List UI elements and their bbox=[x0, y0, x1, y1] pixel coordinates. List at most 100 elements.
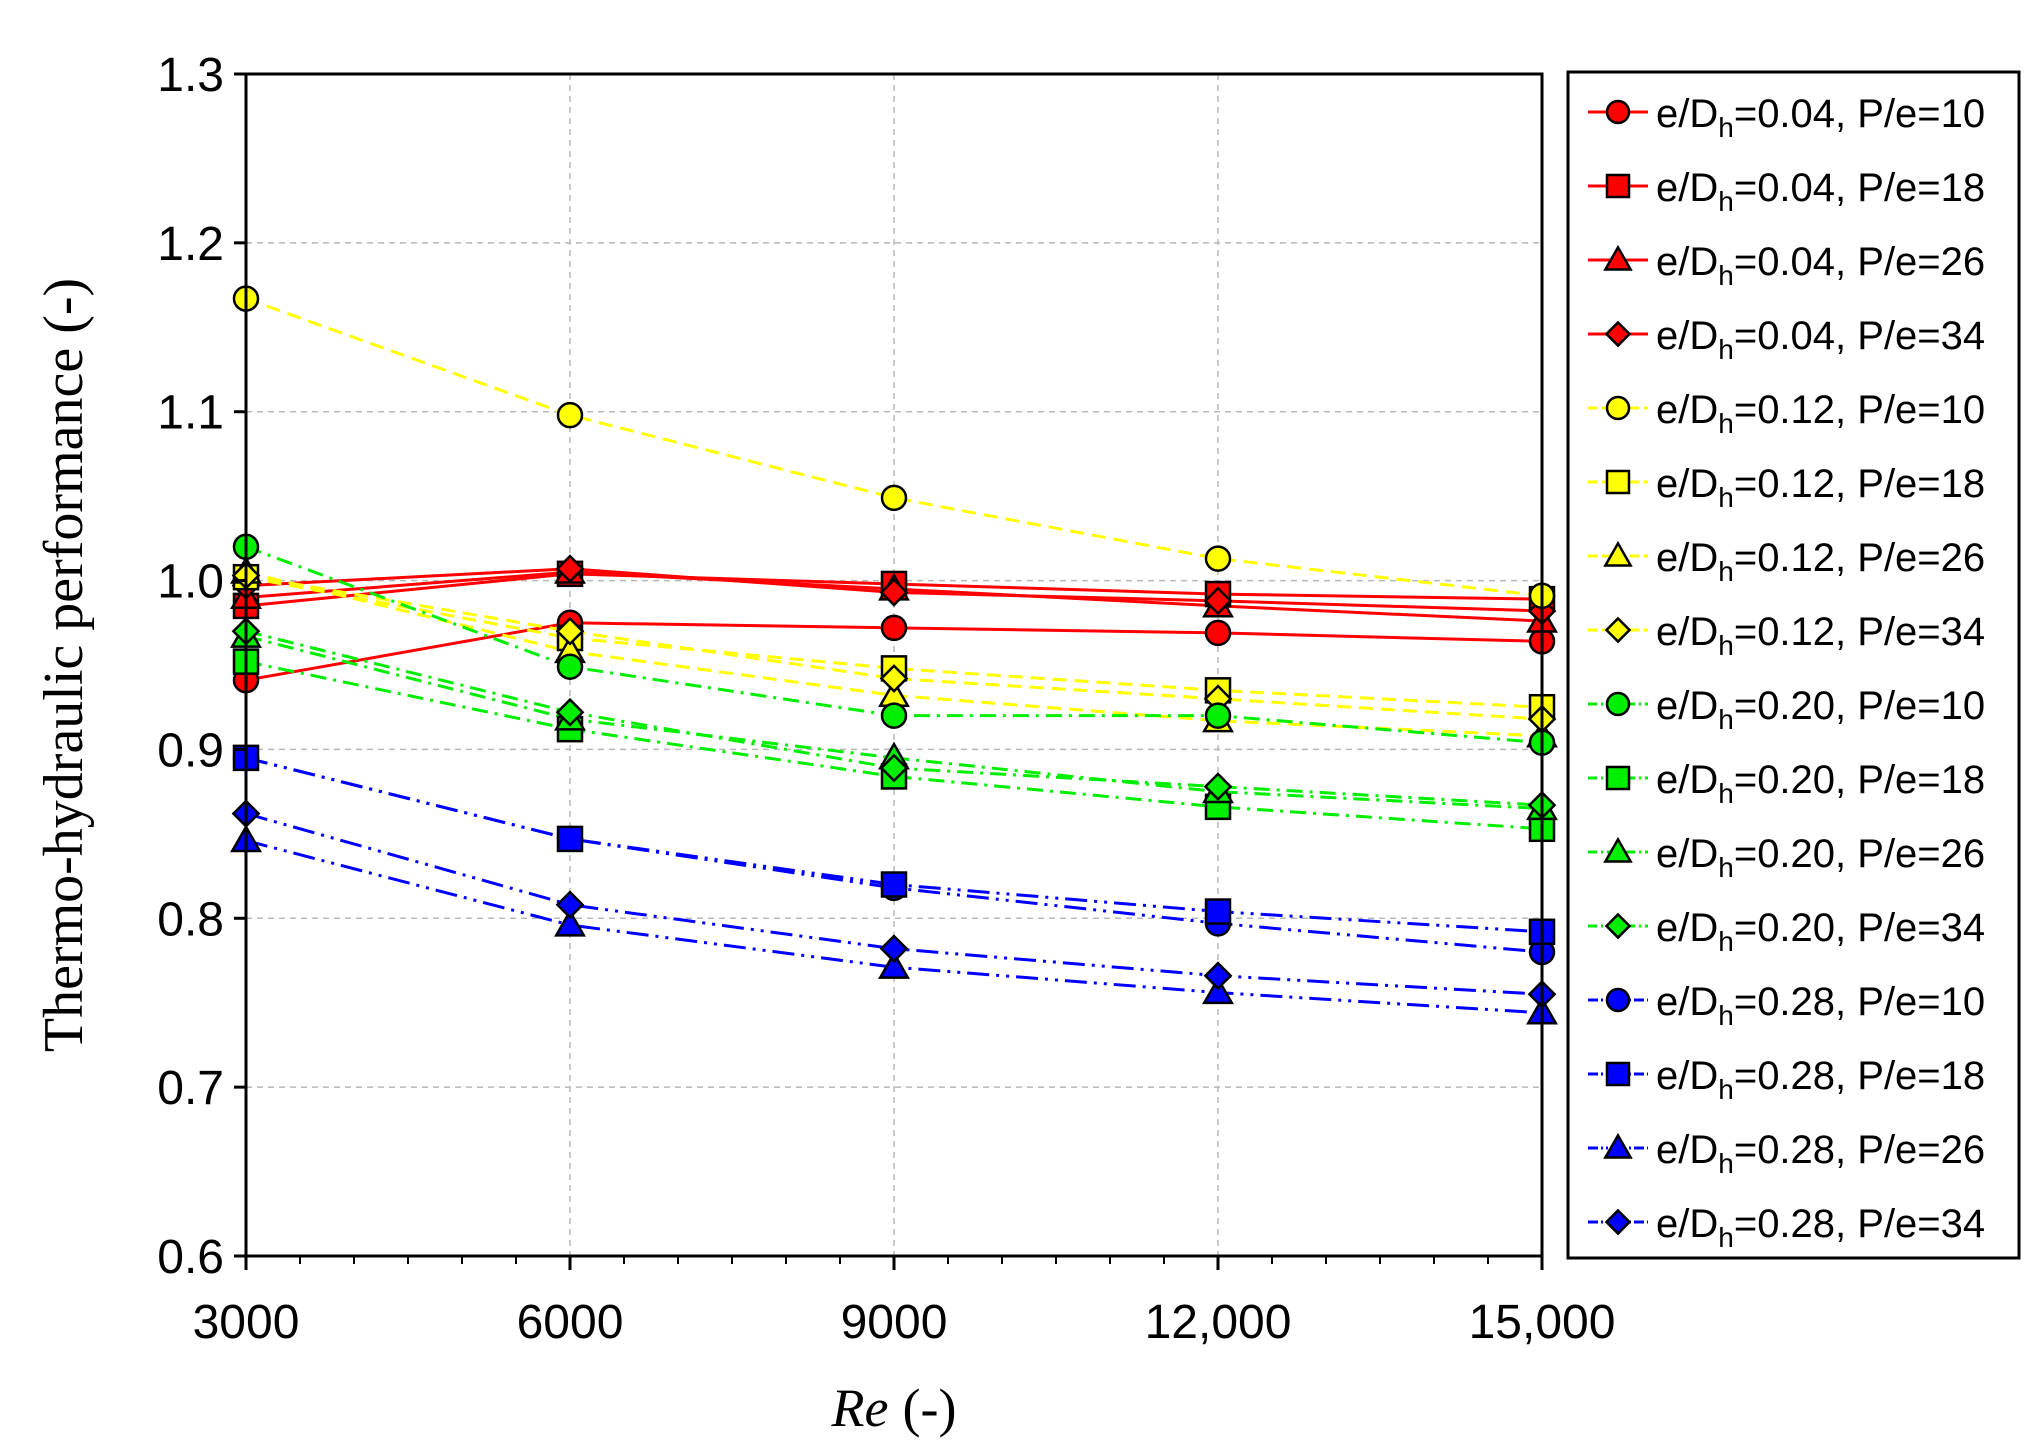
data-point-e0.04-pe34 bbox=[1203, 586, 1233, 616]
legend-marker bbox=[1604, 320, 1632, 348]
legend-marker bbox=[1605, 691, 1631, 717]
legend-label: e/Dh=0.12, P/e=34 bbox=[1656, 610, 1985, 661]
series-line-e0.12-pe34 bbox=[245, 574, 1543, 721]
legend-marker bbox=[1605, 1061, 1631, 1087]
y-axis-label: Thermo-hydraulic performance (-) bbox=[33, 278, 95, 1052]
data-point-e0.20-pe34 bbox=[879, 753, 909, 783]
legend-marker bbox=[1604, 912, 1632, 940]
x-axis-label-variable: Re bbox=[831, 1378, 889, 1438]
y-tick-label: 0.7 bbox=[157, 1062, 224, 1115]
series-line-e0.28-pe10 bbox=[245, 756, 1543, 954]
series-line-e0.28-pe26 bbox=[245, 839, 1543, 1015]
series-line-e0.12-pe10 bbox=[245, 297, 1543, 598]
axis-ticks: 0.6 0.7 0.8 0.9 1.0 1.1 1.2 1.3 3000 6000 9000 12,0… bbox=[157, 49, 1615, 1349]
legend-label: e/Dh=0.12, P/e=26 bbox=[1656, 536, 1985, 587]
data-point-e0.12-pe34 bbox=[879, 664, 909, 693]
y-tick-label: 0.8 bbox=[157, 893, 224, 946]
legend-marker bbox=[1603, 1132, 1633, 1159]
legend-marker bbox=[1605, 987, 1631, 1013]
legend-item-e0.20-pe26: e/Dh=0.20, P/e=26 bbox=[1588, 832, 1985, 883]
series-line-e0.28-pe34 bbox=[245, 812, 1543, 996]
data-point-e0.28-pe26 bbox=[554, 908, 586, 937]
legend-label: e/Dh=0.20, P/e=10 bbox=[1656, 684, 1985, 735]
legend-marker bbox=[1605, 395, 1631, 421]
data-point-e0.20-pe34 bbox=[1203, 772, 1233, 801]
legend-marker bbox=[1605, 765, 1631, 791]
data-point-e0.28-pe18 bbox=[556, 825, 584, 853]
legend-label: e/Dh=0.28, P/e=26 bbox=[1656, 1128, 1985, 1179]
legend-label: e/Dh=0.12, P/e=18 bbox=[1656, 462, 1985, 513]
legend-item-e0.04-pe34: e/Dh=0.04, P/e=34 bbox=[1588, 314, 1985, 365]
legend-label: e/Dh=0.28, P/e=10 bbox=[1656, 980, 1985, 1031]
y-tick-label: 0.9 bbox=[157, 724, 224, 777]
legend-item-e0.12-pe34: e/Dh=0.12, P/e=34 bbox=[1588, 610, 1985, 661]
legend-marker bbox=[1604, 616, 1632, 644]
x-axis-label-unit: (-) bbox=[903, 1378, 957, 1438]
legend-marker bbox=[1603, 540, 1633, 567]
legend-label: e/Dh=0.28, P/e=34 bbox=[1656, 1202, 1985, 1253]
legend-frame bbox=[1566, 70, 2021, 1260]
data-point-e0.04-pe10 bbox=[1204, 619, 1232, 647]
data-point-e0.20-pe10 bbox=[880, 702, 908, 729]
data-point-e0.12-pe10 bbox=[1204, 545, 1232, 572]
legend-item-e0.20-pe10: e/Dh=0.20, P/e=10 bbox=[1588, 684, 1985, 735]
data-point-e0.12-pe10 bbox=[880, 484, 908, 512]
legend: e/Dh=0.04, P/e=10 e/Dh=0.04, P/e=18 e/Dh=0… bbox=[1566, 70, 2021, 1260]
y-tick-label: 1.2 bbox=[157, 218, 224, 271]
data-point-e0.20-pe34 bbox=[555, 697, 585, 727]
x-tick-label: 6000 bbox=[517, 1296, 624, 1349]
legend-item-e0.20-pe34: e/Dh=0.20, P/e=34 bbox=[1588, 906, 1985, 957]
legend-label: e/Dh=0.04, P/e=26 bbox=[1656, 240, 1985, 291]
legend-item-e0.04-pe10: e/Dh=0.04, P/e=10 bbox=[1588, 92, 1985, 143]
series-line-e0.28-pe18 bbox=[245, 756, 1543, 934]
data-point-e0.28-pe34 bbox=[555, 890, 585, 920]
data-point-e0.04-pe10 bbox=[880, 614, 908, 642]
data-point-e0.28-pe18 bbox=[880, 871, 908, 898]
legend-item-e0.04-pe26: e/Dh=0.04, P/e=26 bbox=[1588, 240, 1985, 291]
x-tick-label: 15,000 bbox=[1469, 1296, 1616, 1349]
legend-label: e/Dh=0.04, P/e=18 bbox=[1656, 166, 1985, 217]
y-tick-label: 0.6 bbox=[157, 1231, 224, 1284]
y-tick-label: 1.3 bbox=[157, 49, 224, 102]
data-point-e0.12-pe10 bbox=[556, 401, 584, 429]
series-line-e0.12-pe18 bbox=[245, 575, 1543, 709]
data-point-e0.28-pe34 bbox=[879, 934, 909, 964]
data-point-e0.28-pe34 bbox=[1203, 961, 1233, 991]
legend-label: e/Dh=0.20, P/e=18 bbox=[1656, 758, 1985, 809]
legend-item-e0.28-pe34: e/Dh=0.28, P/e=34 bbox=[1588, 1202, 1985, 1253]
legend-label: e/Dh=0.20, P/e=26 bbox=[1656, 832, 1985, 883]
data-point-e0.28-pe26 bbox=[1202, 976, 1234, 1005]
x-tick-label: 12,000 bbox=[1145, 1296, 1292, 1349]
x-tick-label: 3000 bbox=[193, 1296, 300, 1349]
legend-marker bbox=[1603, 244, 1633, 271]
legend-label: e/Dh=0.20, P/e=34 bbox=[1656, 906, 1985, 957]
legend-item-e0.28-pe18: e/Dh=0.28, P/e=18 bbox=[1588, 1054, 1985, 1105]
legend-item-e0.20-pe18: e/Dh=0.20, P/e=18 bbox=[1588, 758, 1985, 809]
legend-marker bbox=[1605, 99, 1631, 125]
legend-marker bbox=[1605, 173, 1631, 199]
legend-item-e0.12-pe18: e/Dh=0.12, P/e=18 bbox=[1588, 462, 1985, 513]
data-point-e0.20-pe10 bbox=[1204, 702, 1232, 729]
series-line-e0.20-pe18 bbox=[245, 660, 1543, 831]
legend-item-e0.28-pe10: e/Dh=0.28, P/e=10 bbox=[1588, 980, 1985, 1031]
legend-marker bbox=[1604, 1208, 1632, 1236]
y-tick-label: 1.0 bbox=[157, 556, 224, 609]
legend-items: e/Dh=0.04, P/e=10 e/Dh=0.04, P/e=18 e/Dh=0… bbox=[1588, 92, 1985, 1253]
data-point-e0.12-pe34 bbox=[555, 616, 585, 646]
legend-item-e0.12-pe26: e/Dh=0.12, P/e=26 bbox=[1588, 536, 1985, 587]
legend-marker bbox=[1603, 836, 1633, 863]
data-point-e0.28-pe26 bbox=[878, 950, 910, 979]
y-tick-label: 1.1 bbox=[157, 387, 224, 440]
x-tick-label: 9000 bbox=[841, 1296, 948, 1349]
legend-marker bbox=[1605, 469, 1631, 495]
legend-label: e/Dh=0.28, P/e=18 bbox=[1656, 1054, 1985, 1105]
legend-label: e/Dh=0.04, P/e=10 bbox=[1656, 92, 1985, 143]
data-point-e0.04-pe34 bbox=[555, 554, 585, 584]
x-axis-label: Re (-) bbox=[831, 1378, 957, 1438]
legend-label: e/Dh=0.04, P/e=34 bbox=[1656, 314, 1985, 365]
data-point-e0.28-pe18 bbox=[1204, 898, 1232, 925]
legend-item-e0.28-pe26: e/Dh=0.28, P/e=26 bbox=[1588, 1128, 1985, 1179]
legend-label: e/Dh=0.12, P/e=10 bbox=[1656, 388, 1985, 439]
